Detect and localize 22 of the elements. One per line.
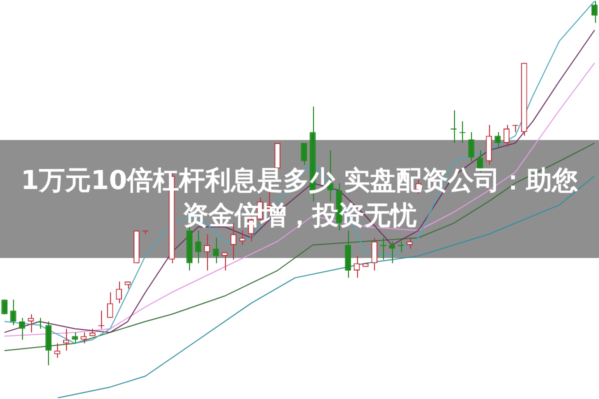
candlestick (494, 132, 501, 148)
candlestick (486, 124, 492, 166)
candlestick (592, 0, 598, 24)
candlestick (45, 321, 52, 366)
candlestick (300, 142, 307, 166)
candlestick (28, 314, 34, 333)
candlestick (116, 280, 122, 304)
candlestick (212, 237, 219, 264)
candlestick (204, 234, 210, 272)
candlestick (62, 328, 70, 352)
candlestick (54, 342, 60, 358)
candlestick (18, 317, 26, 340)
candlestick (503, 124, 510, 148)
candlestick (344, 230, 352, 278)
candlestick (10, 299, 16, 326)
candlestick (354, 255, 360, 278)
candlestick (107, 292, 114, 318)
candlestick (195, 230, 202, 264)
candlestick (371, 237, 378, 272)
candlestick (239, 230, 246, 246)
candlestick (80, 332, 87, 344)
candlestick (468, 132, 474, 162)
